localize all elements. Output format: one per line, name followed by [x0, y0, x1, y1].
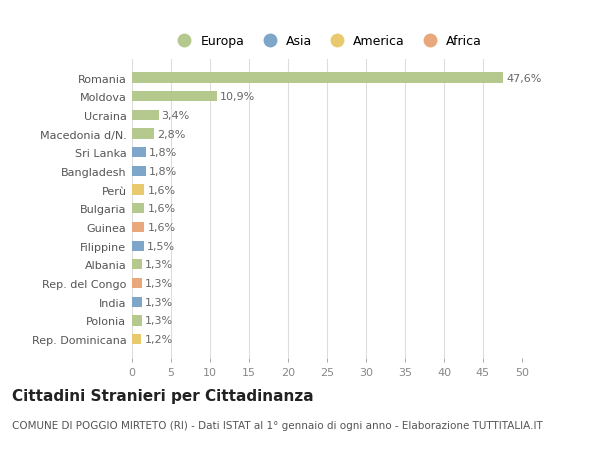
- Text: 1,6%: 1,6%: [148, 223, 176, 232]
- Bar: [132, 278, 142, 289]
- Bar: [132, 148, 146, 158]
- Bar: [132, 92, 217, 102]
- Text: 1,8%: 1,8%: [149, 148, 178, 158]
- Text: 1,2%: 1,2%: [145, 334, 173, 344]
- Text: 1,3%: 1,3%: [145, 297, 173, 307]
- Bar: [132, 222, 145, 233]
- Bar: [132, 334, 142, 344]
- Text: 10,9%: 10,9%: [220, 92, 256, 102]
- Bar: [132, 167, 146, 177]
- Text: Cittadini Stranieri per Cittadinanza: Cittadini Stranieri per Cittadinanza: [12, 388, 314, 403]
- Text: 47,6%: 47,6%: [506, 73, 542, 84]
- Bar: [132, 204, 145, 214]
- Text: 1,3%: 1,3%: [145, 279, 173, 288]
- Text: 1,6%: 1,6%: [148, 204, 176, 214]
- Text: 1,3%: 1,3%: [145, 316, 173, 326]
- Bar: [132, 297, 142, 307]
- Bar: [132, 73, 503, 84]
- Bar: [132, 316, 142, 326]
- Bar: [132, 129, 154, 140]
- Bar: [132, 260, 142, 270]
- Text: 1,8%: 1,8%: [149, 167, 178, 177]
- Text: 1,6%: 1,6%: [148, 185, 176, 195]
- Text: 1,3%: 1,3%: [145, 260, 173, 270]
- Text: COMUNE DI POGGIO MIRTETO (RI) - Dati ISTAT al 1° gennaio di ogni anno - Elaboraz: COMUNE DI POGGIO MIRTETO (RI) - Dati IST…: [12, 420, 543, 430]
- Bar: [132, 185, 145, 196]
- Text: 2,8%: 2,8%: [157, 129, 185, 139]
- Bar: [132, 111, 158, 121]
- Text: 3,4%: 3,4%: [161, 111, 190, 121]
- Bar: [132, 241, 144, 251]
- Text: 1,5%: 1,5%: [147, 241, 175, 251]
- Legend: Europa, Asia, America, Africa: Europa, Asia, America, Africa: [167, 30, 487, 53]
